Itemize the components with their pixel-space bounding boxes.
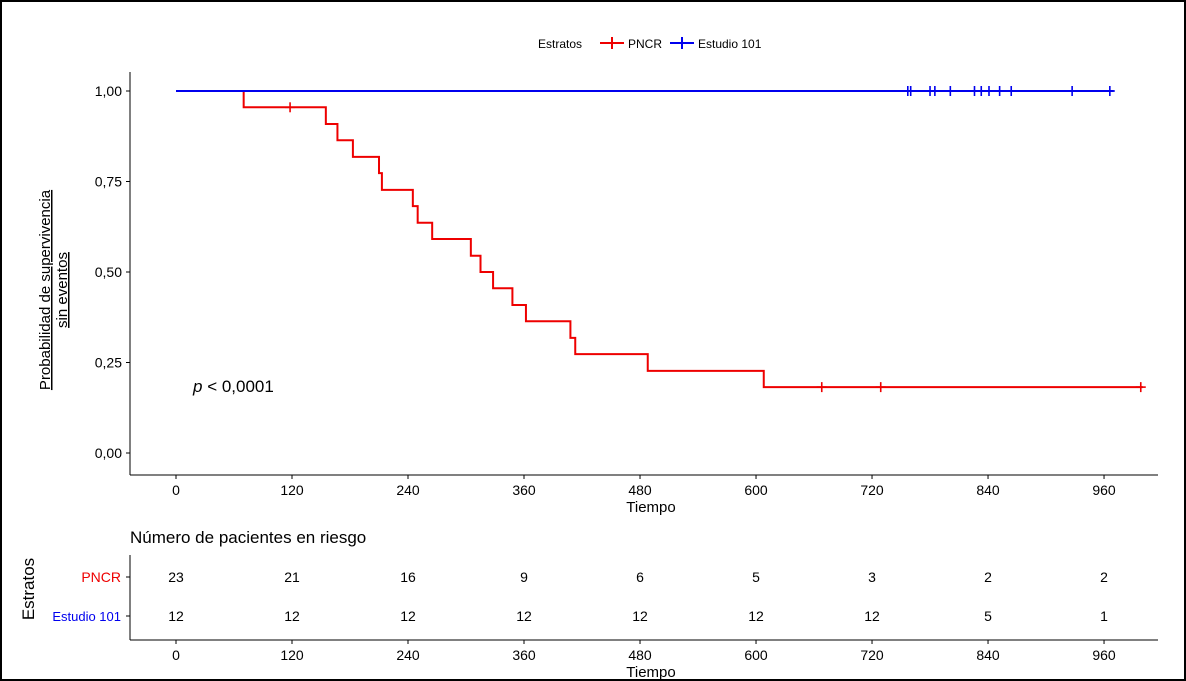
legend-entry-estudio-101: Estudio 101 xyxy=(670,37,762,51)
y-tick-label: 0,00 xyxy=(95,445,122,461)
risk-table: Número de pacientes en riesgo Estratos P… xyxy=(19,528,1158,681)
x-tick-label: 960 xyxy=(1092,482,1116,498)
risk-table-cell: 12 xyxy=(748,608,764,624)
censor-mark-pncr xyxy=(875,382,886,393)
risk-x-tick-label: 240 xyxy=(396,647,420,663)
censor-mark-estudio-101 xyxy=(905,86,916,96)
y-axis-label-line-1: Probabilidad de supervivencia xyxy=(37,189,54,390)
censor-mark-pncr xyxy=(1135,382,1146,393)
risk-table-row-label-estudio-101: Estudio 101 xyxy=(52,609,121,624)
x-ticks: 0 120 240 360 480 600 720 840 960 xyxy=(172,475,1116,498)
y-axis-label-line-2: sin eventos xyxy=(54,252,71,328)
risk-cells: 23 21 16 9 6 5 3 2 2 12 12 12 12 12 12 12 5 1 xyxy=(168,569,1108,624)
censor-mark-estudio-101 xyxy=(1067,86,1078,96)
risk-x-tick-label: 0 xyxy=(172,647,180,663)
risk-x-tick-label: 960 xyxy=(1092,647,1116,663)
y-tick-label: 0,50 xyxy=(95,264,122,280)
censor-mark-estudio-101 xyxy=(929,86,940,96)
risk-table-cell: 2 xyxy=(984,569,992,585)
risk-table-row-label-pncr: PNCR xyxy=(81,569,121,585)
risk-table-x-axis-label: Tiempo xyxy=(626,664,675,681)
risk-table-cell: 6 xyxy=(636,569,644,585)
x-tick-label: 360 xyxy=(512,482,536,498)
x-tick-label: 600 xyxy=(744,482,768,498)
risk-table-cell: 12 xyxy=(516,608,532,624)
risk-table-cell: 12 xyxy=(864,608,880,624)
risk-table-cell: 12 xyxy=(284,608,300,624)
risk-table-cell: 12 xyxy=(400,608,416,624)
risk-x-tick-label: 480 xyxy=(628,647,652,663)
censor-mark-estudio-101 xyxy=(983,86,994,96)
censor-mark-pncr xyxy=(816,382,827,393)
risk-table-cell: 5 xyxy=(984,608,992,624)
risk-table-cell: 5 xyxy=(752,569,760,585)
risk-table-cell: 23 xyxy=(168,569,184,585)
p-value-text: < 0,0001 xyxy=(202,377,273,396)
risk-x-tick-label: 600 xyxy=(744,647,768,663)
risk-x-tick-label: 720 xyxy=(860,647,884,663)
risk-table-cell: 12 xyxy=(168,608,184,624)
risk-x-tick-label: 840 xyxy=(976,647,1000,663)
censor-mark-estudio-101 xyxy=(1104,86,1115,96)
survival-plot: 0,00 0,25 0,50 0,75 1,00 0 120 240 360 480 600 720… xyxy=(37,72,1158,516)
y-ticks: 0,00 0,25 0,50 0,75 1,00 xyxy=(95,83,130,461)
x-tick-label: 240 xyxy=(396,482,420,498)
censor-mark-estudio-101 xyxy=(994,86,1005,96)
risk-table-cell: 12 xyxy=(632,608,648,624)
series-line-pncr xyxy=(176,90,1143,389)
legend-label-pncr: PNCR xyxy=(628,37,662,51)
risk-table-cell: 9 xyxy=(520,569,528,585)
risk-x-tick-label: 360 xyxy=(512,647,536,663)
censor-mark-pncr xyxy=(285,102,296,113)
y-tick-label: 0,25 xyxy=(95,355,122,371)
x-tick-label: 840 xyxy=(976,482,1000,498)
y-tick-label: 1,00 xyxy=(95,83,122,99)
legend: Estratos PNCR Estudio 101 xyxy=(538,37,762,51)
p-value-annotation: p < 0,0001 xyxy=(192,377,274,396)
x-tick-label: 120 xyxy=(280,482,304,498)
p-value-symbol: p xyxy=(192,377,202,396)
censor-mark-estudio-101 xyxy=(1006,86,1017,96)
risk-table-cell: 2 xyxy=(1100,569,1108,585)
legend-title: Estratos xyxy=(538,37,582,51)
y-axis-label: Probabilidad de supervivencia sin evento… xyxy=(37,189,71,390)
risk-x-ticks: 0 120 240 360 480 600 720 840 960 xyxy=(172,640,1116,663)
x-tick-label: 480 xyxy=(628,482,652,498)
censor-mark-estudio-101 xyxy=(945,86,956,96)
risk-table-cell: 1 xyxy=(1100,608,1108,624)
risk-table-cell: 3 xyxy=(868,569,876,585)
risk-table-cell: 21 xyxy=(284,569,300,585)
x-tick-label: 720 xyxy=(860,482,884,498)
risk-x-tick-label: 120 xyxy=(280,647,304,663)
legend-label-estudio-101: Estudio 101 xyxy=(698,37,762,51)
risk-table-cell: 16 xyxy=(400,569,416,585)
y-tick-label: 0,75 xyxy=(95,174,122,190)
series-layer xyxy=(176,86,1146,393)
x-axis-label: Tiempo xyxy=(626,499,675,516)
risk-table-y-label: Estratos xyxy=(19,558,38,620)
risk-table-title: Número de pacientes en riesgo xyxy=(130,528,366,547)
legend-entry-pncr: PNCR xyxy=(600,37,662,51)
x-tick-label: 0 xyxy=(172,482,180,498)
